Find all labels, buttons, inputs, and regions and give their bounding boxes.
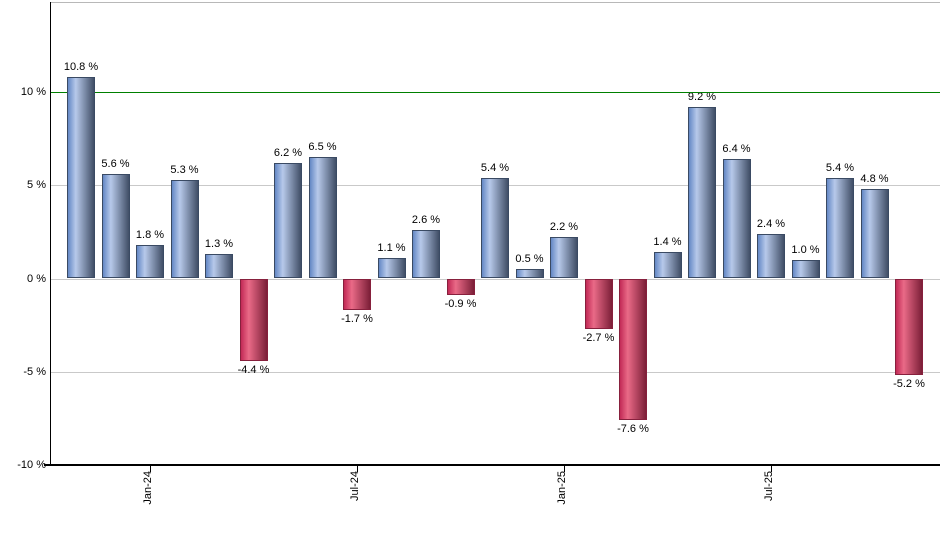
bar-value-label: 1.0 % (791, 243, 820, 256)
bar-value-label: -1.7 % (341, 313, 373, 326)
x-axis-tick (564, 466, 565, 472)
bar-value-label: 5.4 % (480, 161, 510, 174)
y-tick-label: -10 % (17, 459, 46, 471)
positive-bar-17 (653, 252, 682, 279)
x-axis-tick (771, 466, 772, 472)
bar-value-label: 2.4 % (756, 217, 786, 230)
y-tick-label: 0 % (27, 272, 46, 285)
positive-bar-20 (757, 233, 785, 279)
bar-value-label: -2.7 % (582, 331, 615, 344)
negative-bar-5 (239, 278, 268, 361)
bar-value-label: 6.5 % (308, 141, 337, 154)
y-tick-label: 10 % (20, 86, 46, 98)
positive-bar-12 (481, 177, 509, 279)
x-axis-tick (150, 466, 151, 472)
negative-bar-16 (619, 278, 647, 421)
x-tick-label: Jul-25 (763, 471, 775, 501)
threshold-line-10pct (50, 92, 940, 93)
y-tick-label: -5 % (23, 365, 46, 378)
bar-value-label: 0.5 % (515, 253, 544, 266)
bar-value-label: 5.6 % (101, 158, 130, 171)
positive-bar-2 (136, 244, 164, 279)
bar-value-label: -0.9 % (444, 298, 477, 311)
bar-value-label: -4.4 % (237, 363, 270, 376)
positive-bar-9 (377, 257, 406, 279)
bar-value-label: 6.4 % (722, 143, 751, 156)
bar-value-label: 4.8 % (860, 172, 889, 185)
bar-value-label: 9.2 % (687, 90, 717, 103)
positive-bar-4 (205, 254, 233, 279)
x-axis-tick (357, 466, 358, 472)
x-tick-label: Jan-25 (556, 471, 568, 505)
x-tick-label: Jul-24 (349, 471, 361, 501)
y-tick-label: 5 % (27, 179, 46, 192)
positive-bar-10 (412, 230, 440, 279)
positive-bar-0 (67, 77, 95, 279)
gridline--5pct (50, 371, 940, 373)
positive-bar-1 (101, 174, 130, 279)
y-axis-line (50, 2, 51, 466)
positive-bar-7 (308, 157, 337, 279)
negative-bar-24 (895, 278, 923, 376)
x-tick-label: Jan-24 (142, 471, 154, 505)
positive-bar-6 (274, 162, 302, 279)
bar-value-label: -5.2 % (893, 378, 925, 391)
bar-value-label: 5.4 % (825, 161, 855, 174)
bar-value-label: 2.2 % (549, 221, 579, 234)
bar-value-label: 1.1 % (377, 241, 406, 254)
bar-value-label: 10.8 % (63, 61, 99, 74)
bar-value-label: 6.2 % (273, 146, 303, 159)
positive-bar-14 (550, 237, 578, 279)
positive-bar-23 (860, 188, 889, 279)
positive-bar-3 (170, 179, 199, 279)
bar-value-label: 1.4 % (653, 236, 682, 249)
positive-bar-18 (688, 106, 716, 279)
bar-value-label: 1.8 % (135, 228, 165, 241)
negative-bar-8 (343, 278, 371, 311)
x-axis-line (44, 464, 940, 466)
bar-value-label: -7.6 % (617, 423, 649, 436)
bar-value-label: 5.3 % (170, 163, 199, 176)
positive-bar-21 (791, 259, 820, 279)
negative-bar-15 (584, 278, 613, 329)
positive-bar-22 (826, 177, 854, 279)
bar-value-label: 2.6 % (411, 214, 441, 226)
gridline-0pct (50, 278, 940, 280)
positive-bar-13 (515, 269, 544, 279)
positive-bar-19 (722, 159, 751, 279)
bar-value-label: 1.3 % (204, 238, 234, 251)
negative-bar-11 (446, 278, 475, 296)
plot-top-border (50, 2, 940, 3)
